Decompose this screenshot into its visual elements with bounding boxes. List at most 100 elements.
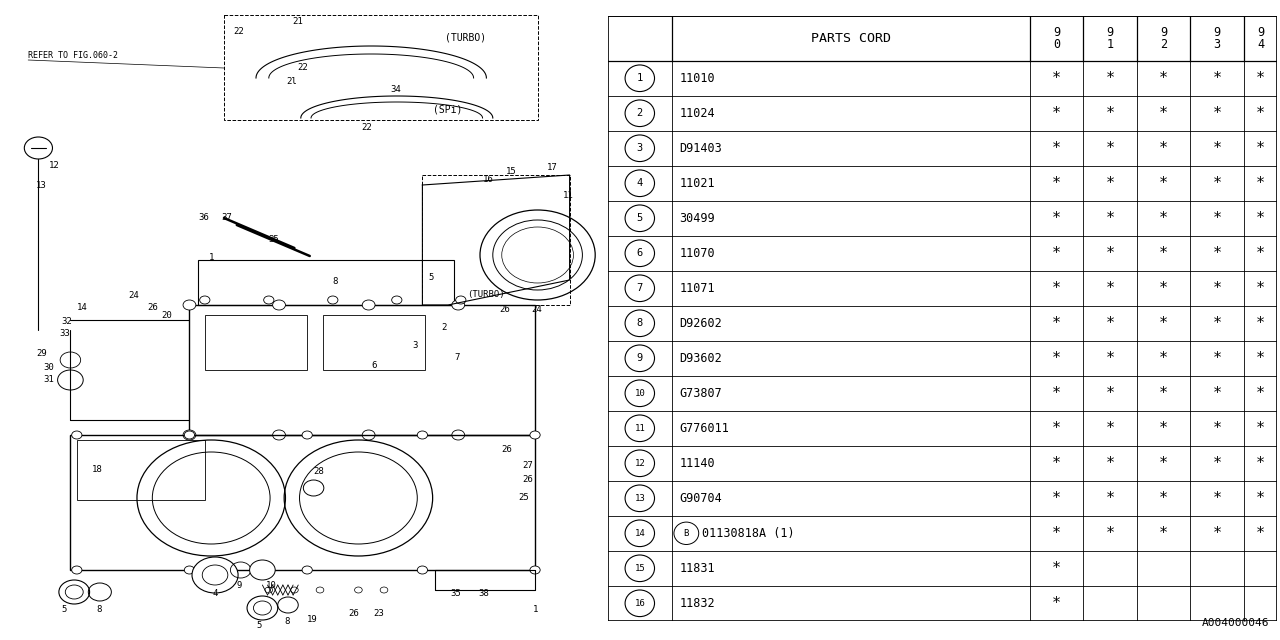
Text: 01130818A (1): 01130818A (1) [701,527,795,540]
Text: *: * [1256,211,1265,226]
Text: *: * [1106,141,1115,156]
Circle shape [530,566,540,574]
Text: *: * [1106,526,1115,541]
Text: *: * [1106,491,1115,506]
Circle shape [264,296,274,304]
Text: 24: 24 [531,305,541,314]
Bar [323,315,425,370]
Text: *: * [1106,386,1115,401]
Text: (TURBO): (TURBO) [445,33,486,43]
Text: *: * [1212,456,1221,471]
Text: *: * [1160,456,1169,471]
Text: *: * [1212,106,1221,121]
Text: 11024: 11024 [680,107,716,120]
Text: 11021: 11021 [680,177,716,190]
Text: 35: 35 [269,236,279,244]
Text: *: * [1160,71,1169,86]
Text: *: * [1160,386,1169,401]
Text: D93602: D93602 [680,352,722,365]
Text: 35: 35 [451,589,461,598]
Circle shape [72,566,82,574]
Text: *: * [1212,526,1221,541]
Text: *: * [1256,176,1265,191]
Text: *: * [1106,211,1115,226]
Bar [422,175,570,305]
Text: *: * [1052,176,1061,191]
Text: *: * [1052,561,1061,576]
Text: 38: 38 [479,589,489,598]
Text: *: * [1052,281,1061,296]
Text: *: * [1212,141,1221,156]
Text: G90704: G90704 [680,492,722,505]
Text: 9
3: 9 3 [1213,26,1221,51]
Text: 1: 1 [209,253,214,262]
Text: *: * [1106,420,1115,436]
Text: *: * [1106,456,1115,471]
Bar [224,15,538,120]
Text: 4: 4 [636,179,643,188]
Text: *: * [1160,281,1169,296]
Text: G73807: G73807 [680,387,722,400]
Text: 3: 3 [412,340,417,349]
Text: 21: 21 [292,17,302,26]
Text: D91403: D91403 [680,142,722,155]
Text: *: * [1256,106,1265,121]
Bar [205,315,307,370]
Text: 8: 8 [284,618,289,627]
Circle shape [302,566,312,574]
Text: 5: 5 [429,273,434,282]
Text: 6: 6 [636,248,643,259]
Text: *: * [1052,141,1061,156]
Text: 2: 2 [442,323,447,333]
Text: B: B [684,529,689,538]
Text: *: * [1212,281,1221,296]
Circle shape [192,557,238,593]
Text: 25: 25 [518,493,529,502]
Text: *: * [1256,420,1265,436]
Text: 32: 32 [61,317,72,326]
Text: 17: 17 [547,163,557,173]
Text: *: * [1160,316,1169,331]
Circle shape [362,430,375,440]
Text: 13: 13 [635,494,645,503]
Text: *: * [1160,176,1169,191]
Text: *: * [1160,211,1169,226]
Text: 9
4: 9 4 [1257,26,1265,51]
Circle shape [452,300,465,310]
Text: *: * [1160,141,1169,156]
Text: *: * [1160,246,1169,260]
Text: 14: 14 [635,529,645,538]
Text: 15: 15 [506,168,516,177]
Circle shape [273,430,285,440]
Circle shape [530,431,540,439]
Text: *: * [1106,351,1115,366]
Text: *: * [1212,386,1221,401]
Text: (TURBO): (TURBO) [467,291,504,300]
Text: 14: 14 [77,303,87,312]
Text: A004000046: A004000046 [1202,618,1270,628]
Text: *: * [1256,316,1265,331]
Text: *: * [1052,106,1061,121]
Text: 1: 1 [532,605,538,614]
Text: 9: 9 [636,353,643,364]
Text: *: * [1052,420,1061,436]
Circle shape [328,296,338,304]
Text: 3: 3 [636,143,643,153]
Text: 8: 8 [96,605,101,614]
Text: *: * [1160,106,1169,121]
Text: *: * [1052,491,1061,506]
Text: 22: 22 [297,63,307,72]
Text: 36: 36 [198,214,209,223]
Text: 11070: 11070 [680,247,716,260]
Text: 9
1: 9 1 [1106,26,1114,51]
Text: *: * [1052,596,1061,611]
Circle shape [183,300,196,310]
Text: 11140: 11140 [680,457,716,470]
Text: *: * [1256,281,1265,296]
Circle shape [302,431,312,439]
Text: 5: 5 [256,621,261,630]
Circle shape [456,296,466,304]
Text: 4: 4 [212,589,218,598]
Text: 7: 7 [454,353,460,362]
Text: 10: 10 [635,388,645,398]
